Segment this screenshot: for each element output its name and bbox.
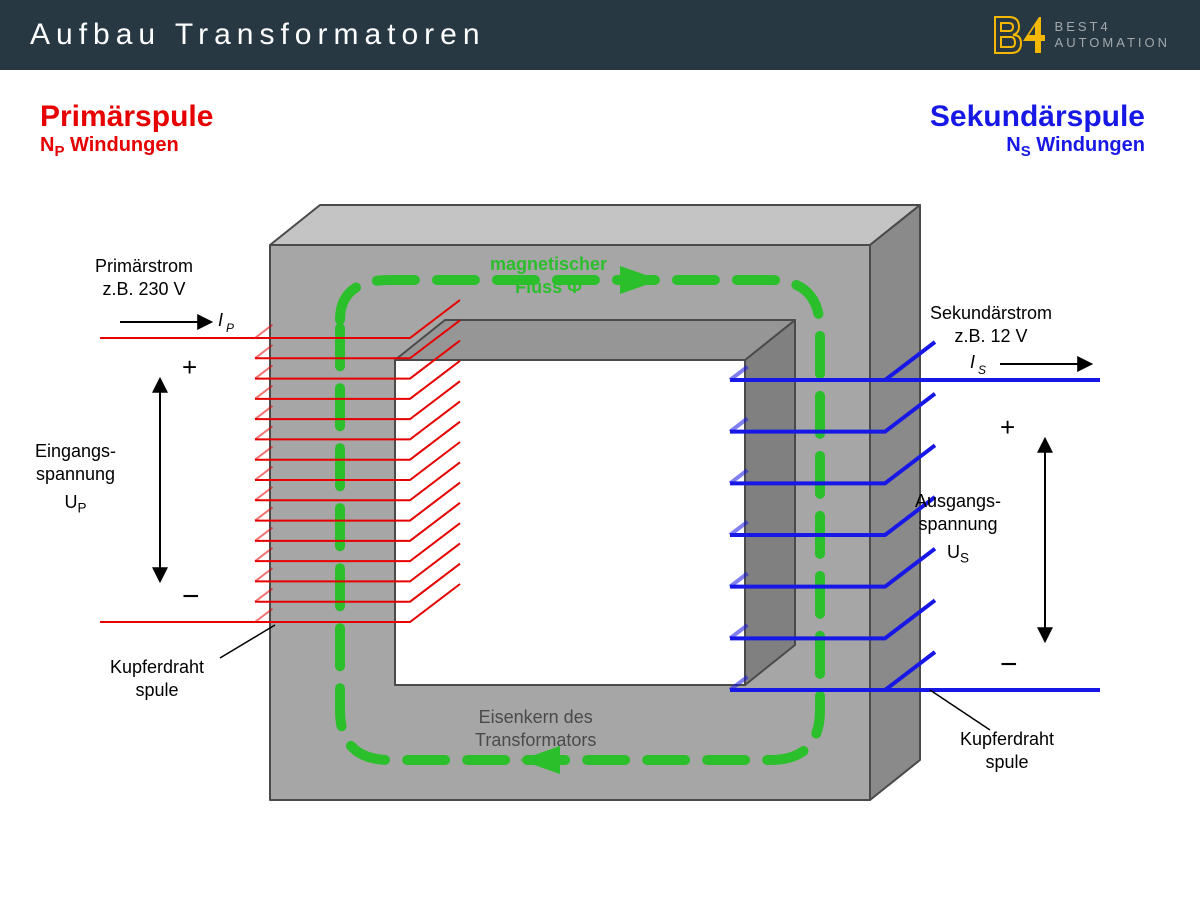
svg-text:I: I [218, 310, 223, 330]
secondary-current-arrow: I S [970, 352, 1090, 377]
svg-text:−: − [1000, 648, 1018, 681]
svg-text:P: P [226, 321, 234, 335]
brand-logo: BEST4 AUTOMATION [991, 13, 1170, 57]
secondary-current-label: Sekundärstrom z.B. 12 V [930, 302, 1052, 349]
secondary-voltage-label: Ausgangs- spannung US [915, 490, 1001, 567]
secondary-voltage-arrow: + − [1000, 412, 1045, 681]
diagram-area: Primärspule NP Windungen Sekundärspule N… [0, 70, 1200, 900]
svg-text:+: + [1000, 412, 1015, 442]
header-bar: Aufbau Transformatoren BEST4 AUTOMATION [0, 0, 1200, 70]
page-title: Aufbau Transformatoren [30, 18, 486, 52]
svg-text:S: S [978, 363, 986, 377]
svg-text:+: + [182, 352, 197, 382]
primary-current-label: Primärstrom z.B. 230 V [95, 255, 193, 302]
secondary-wire-pointer [930, 690, 990, 730]
primary-current-arrow: I P [120, 310, 234, 335]
logo-text: BEST4 AUTOMATION [1055, 19, 1170, 50]
svg-text:I: I [970, 352, 975, 372]
primary-wire-label: Kupferdraht spule [110, 656, 204, 703]
logo-mark-icon [991, 13, 1047, 57]
svg-text:−: − [182, 580, 200, 613]
secondary-wire-label: Kupferdraht spule [960, 728, 1054, 775]
transformer-diagram: I P + − I S + − [0, 70, 1200, 900]
core-label: Eisenkern des Transformators [475, 706, 596, 753]
flux-label: magnetischer Fluss Φ [490, 253, 607, 300]
primary-wire-pointer [220, 625, 275, 658]
primary-voltage-arrow: + − [160, 352, 200, 613]
primary-voltage-label: Eingangs- spannung UP [35, 440, 116, 517]
